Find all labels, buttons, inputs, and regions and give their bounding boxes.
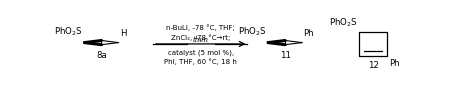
Text: n-BuLi, -78 °C, THF;: n-BuLi, -78 °C, THF; [166,24,235,31]
Text: 11: 11 [280,51,291,60]
Text: ZnCl₂, -78 °C→rt;: ZnCl₂, -78 °C→rt; [171,35,230,41]
Text: Ph: Ph [304,29,314,38]
Text: 8a: 8a [96,51,107,60]
Text: PhO$_2$S: PhO$_2$S [238,25,267,38]
Text: catalyst (5 mol %),: catalyst (5 mol %), [168,49,234,56]
Text: Ph: Ph [389,59,400,68]
Text: 12: 12 [368,61,379,70]
Text: PhI, THF, 60 °C, 18 h: PhI, THF, 60 °C, 18 h [164,59,237,65]
Text: PhO$_2$S: PhO$_2$S [329,17,358,29]
Text: then: then [192,36,209,44]
Text: H: H [120,29,127,38]
Text: PhO$_2$S: PhO$_2$S [55,25,83,38]
